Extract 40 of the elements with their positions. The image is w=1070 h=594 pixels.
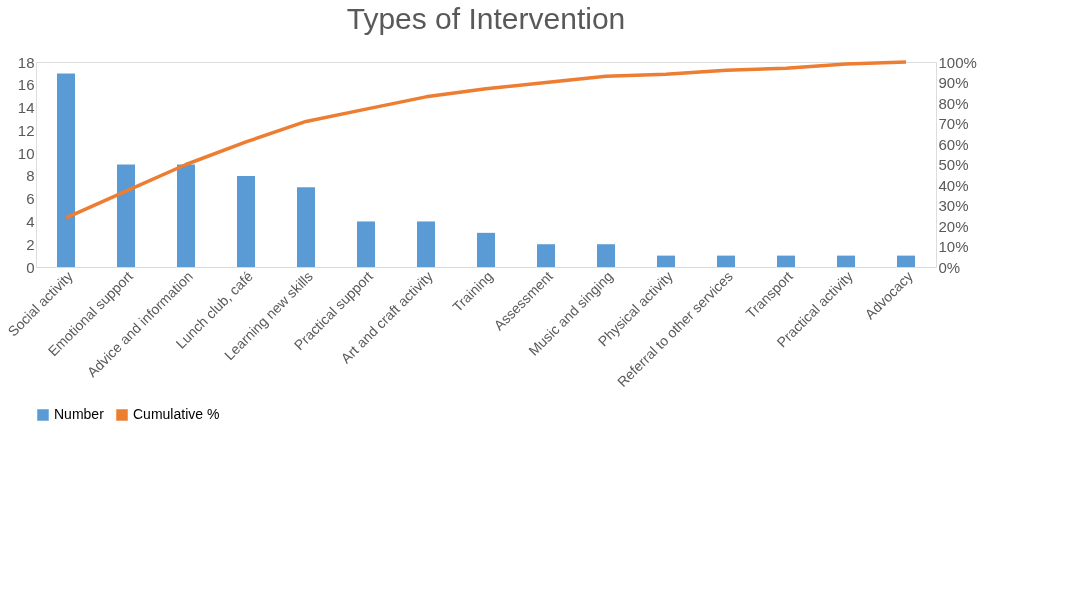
y2-tick-label: 80% <box>938 94 969 112</box>
bar <box>837 255 855 267</box>
legend-label: Number <box>54 406 105 422</box>
bar <box>717 255 735 267</box>
y2-tick-label: 30% <box>938 197 969 214</box>
bar <box>477 232 495 267</box>
bar <box>357 221 375 267</box>
y2-tick-label: 50% <box>938 156 969 173</box>
y2-tick-label: 0% <box>938 258 961 276</box>
y-tick-label: 10 <box>17 144 35 162</box>
bar <box>777 255 795 267</box>
bar <box>297 187 315 267</box>
bar <box>537 244 555 267</box>
y2-tick-label: 40% <box>938 176 969 194</box>
y-tick-label: 14 <box>17 99 35 117</box>
y-tick-label: 12 <box>17 121 35 139</box>
line-series <box>64 60 908 220</box>
bar <box>417 221 435 267</box>
y2-tick-label: 90% <box>938 74 969 91</box>
y-tick-label: 0 <box>26 258 35 276</box>
y-tick-label: 8 <box>26 167 35 185</box>
y-tick-label: 6 <box>26 190 35 208</box>
y2-tick-label: 70% <box>938 115 969 132</box>
y2-tick-label: 100% <box>938 53 977 71</box>
y2-tick-label: 60% <box>938 135 969 153</box>
y2-tick-label: 20% <box>938 217 969 235</box>
bar <box>237 175 255 267</box>
chart-title: Types of Intervention <box>346 2 626 35</box>
bar <box>597 244 615 267</box>
y-tick-label: 4 <box>26 212 35 230</box>
bar <box>177 164 195 267</box>
y-tick-label: 18 <box>17 53 35 71</box>
bar <box>657 255 675 267</box>
y-tick-label: 16 <box>17 76 35 94</box>
legend-label: Cumulative % <box>133 406 220 422</box>
bar <box>57 73 75 267</box>
bar <box>897 255 915 267</box>
y-tick-label: 2 <box>26 235 35 253</box>
y2-tick-label: 10% <box>938 238 969 255</box>
bar <box>117 164 135 267</box>
